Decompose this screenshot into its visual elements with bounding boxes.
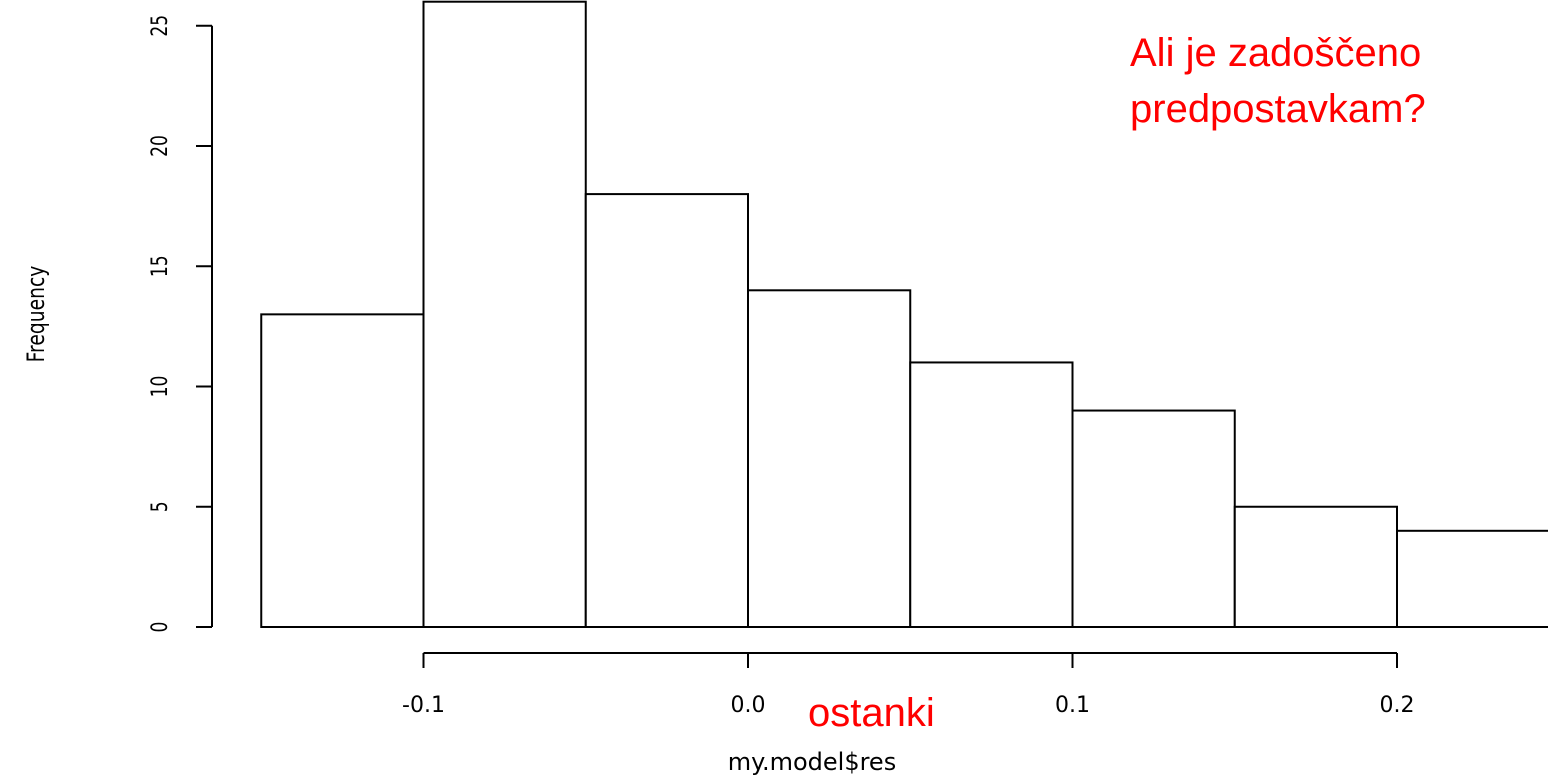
histogram-bar-2 xyxy=(422,0,587,628)
histogram-bar-5 xyxy=(909,361,1074,628)
y-axis-label: Frequency xyxy=(23,265,51,362)
histogram-bar-8 xyxy=(1396,529,1548,628)
x-tick-label: -0.1 xyxy=(402,693,445,718)
x-tick-label: 0.2 xyxy=(1380,693,1415,718)
x-tick-label: 0.1 xyxy=(1055,693,1090,718)
annotation-residuals-label: ostanki xyxy=(808,691,935,735)
y-axis: 0 5 10 15 20 25 xyxy=(147,15,213,633)
histogram-bars xyxy=(260,0,1548,628)
x-axis: -0.1 0.0 0.1 0.2 xyxy=(402,652,1415,718)
y-tick-label: 5 xyxy=(147,501,173,512)
histogram-bar-7 xyxy=(1233,505,1398,628)
y-tick-label: 25 xyxy=(147,15,173,37)
y-tick-label: 20 xyxy=(147,135,173,157)
y-tick-label: 10 xyxy=(147,376,173,398)
histogram-bar-1 xyxy=(260,313,425,628)
annotation-question-line1: Ali je zadoščeno xyxy=(1130,31,1421,75)
histogram-bar-4 xyxy=(747,289,912,628)
histogram-bar-3 xyxy=(584,193,749,628)
x-axis-label: my.model$res xyxy=(728,748,896,776)
y-tick-label: 0 xyxy=(147,622,173,633)
x-tick-label: 0.0 xyxy=(731,693,766,718)
annotation-question-line2: predpostavkam? xyxy=(1130,87,1426,131)
y-tick-label: 15 xyxy=(147,255,173,277)
histogram-bar-6 xyxy=(1071,409,1236,628)
